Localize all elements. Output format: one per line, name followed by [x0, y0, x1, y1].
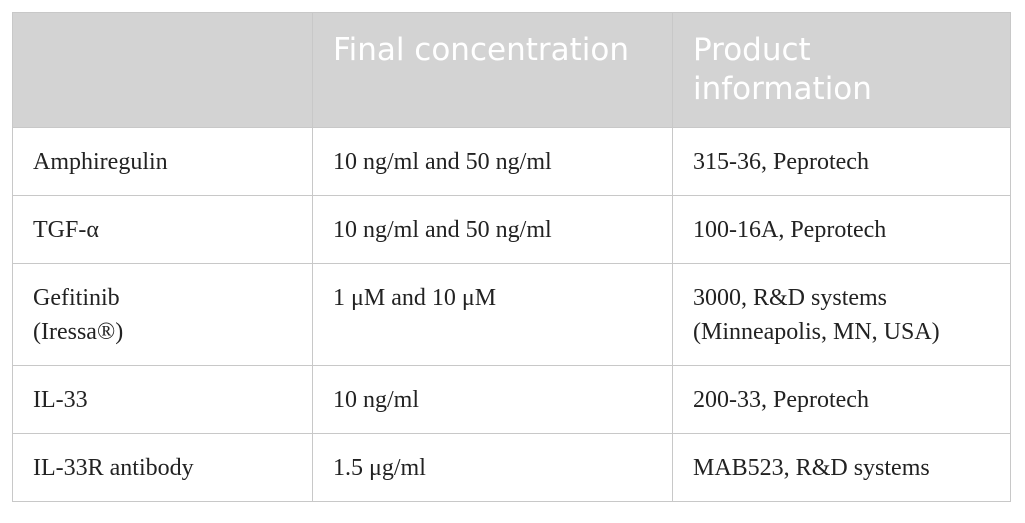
- table-cell: Gefitinib (Iressa®): [12, 263, 313, 366]
- header-cell: [12, 12, 313, 128]
- table-cell: 10 ng/ml: [312, 365, 673, 434]
- table-cell: IL-33R antibody: [12, 433, 313, 502]
- table-cell: 10 ng/ml and 50 ng/ml: [312, 195, 673, 264]
- cell-line: 3000, R&D systems: [693, 285, 888, 311]
- table-cell: 200-33, Peprotech: [672, 365, 1011, 434]
- table-body: Amphiregulin 10 ng/ml and 50 ng/ml 315-36,…: [12, 127, 1011, 502]
- table-cell: 3000, R&D systems (Minneapolis, MN, USA): [672, 263, 1011, 366]
- data-table: Final concentration Product information A…: [12, 12, 1011, 502]
- cell-line: (Iressa®): [33, 319, 124, 345]
- cell-line: Gefitinib: [33, 285, 120, 311]
- table-row: TGF-α 10 ng/ml and 50 ng/ml 100-16A, Pepro…: [12, 195, 1011, 264]
- header-cell: Product information: [672, 12, 1011, 128]
- table-row: IL-33 10 ng/ml 200-33, Peprotech: [12, 365, 1011, 434]
- table-cell: 1.5 μg/ml: [312, 433, 673, 502]
- header-cell: Final concentration: [312, 12, 673, 128]
- table-cell: Amphiregulin: [12, 127, 313, 196]
- table-cell: IL-33: [12, 365, 313, 434]
- table-cell: 1 μM and 10 μM: [312, 263, 673, 366]
- header-row: Final concentration Product information: [12, 12, 1011, 128]
- table-cell: TGF-α: [12, 195, 313, 264]
- table-row: IL-33R antibody 1.5 μg/ml MAB523, R&D syst…: [12, 433, 1011, 502]
- table-cell: 10 ng/ml and 50 ng/ml: [312, 127, 673, 196]
- table-cell: 100-16A, Peprotech: [672, 195, 1011, 264]
- table-cell: 315-36, Peprotech: [672, 127, 1011, 196]
- cell-line: (Minneapolis, MN, USA): [693, 319, 940, 345]
- table-row: Amphiregulin 10 ng/ml and 50 ng/ml 315-36,…: [12, 127, 1011, 196]
- table-cell: MAB523, R&D systems: [672, 433, 1011, 502]
- table-row: Gefitinib (Iressa®) 1 μM and 10 μM 3000, R&…: [12, 263, 1011, 366]
